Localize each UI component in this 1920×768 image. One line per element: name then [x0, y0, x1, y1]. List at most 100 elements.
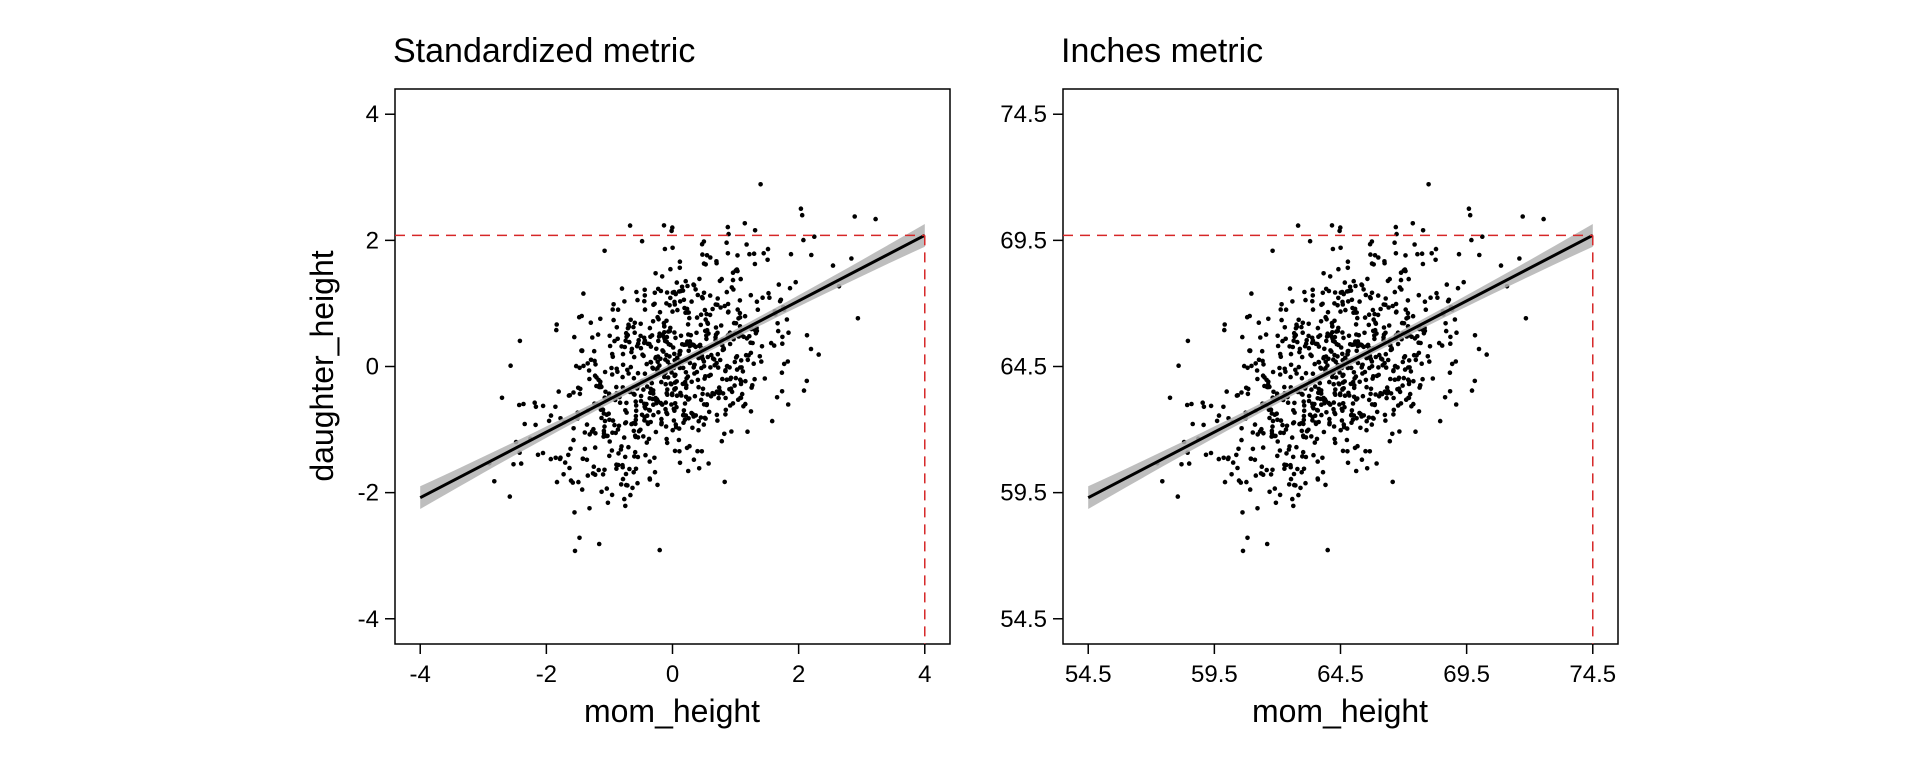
data-point	[1407, 391, 1413, 397]
data-point	[754, 299, 760, 305]
data-point	[724, 289, 730, 295]
data-point	[1355, 343, 1361, 349]
data-point	[1366, 397, 1372, 403]
data-point	[579, 313, 584, 319]
data-point	[1338, 427, 1343, 433]
data-point	[1360, 393, 1366, 399]
data-point	[785, 402, 791, 407]
data-point	[602, 418, 608, 424]
data-point	[1239, 390, 1244, 395]
data-point	[1260, 373, 1266, 379]
data-point	[663, 424, 669, 429]
data-point	[507, 494, 513, 499]
data-point	[735, 307, 740, 312]
data-point	[635, 454, 641, 460]
data-point	[1392, 240, 1397, 245]
data-point	[1374, 461, 1379, 466]
data-point	[1412, 242, 1417, 247]
data-point	[694, 315, 700, 320]
data-point	[1240, 548, 1246, 554]
data-point	[630, 485, 635, 491]
data-point	[1383, 302, 1388, 308]
data-point	[522, 421, 527, 427]
data-point	[641, 434, 646, 439]
data-point	[686, 310, 691, 315]
data-point	[1304, 337, 1309, 343]
chart-title: Standardized metric	[393, 32, 695, 70]
data-point	[678, 348, 683, 354]
data-point	[1364, 418, 1369, 424]
data-point	[570, 480, 576, 485]
data-point	[1349, 297, 1355, 303]
data-point	[675, 307, 680, 313]
data-point	[1332, 334, 1338, 340]
data-point	[1356, 332, 1362, 338]
data-point	[759, 359, 764, 364]
data-point	[751, 361, 756, 367]
data-point	[1329, 223, 1335, 228]
data-point	[725, 224, 731, 230]
data-point	[1250, 430, 1256, 435]
data-point	[801, 237, 806, 243]
data-point	[725, 363, 730, 369]
data-point	[695, 377, 701, 383]
data-point	[633, 466, 639, 472]
data-point	[737, 298, 743, 303]
data-point	[1369, 402, 1375, 407]
data-point	[687, 343, 693, 349]
data-point	[1338, 345, 1344, 350]
data-point	[1340, 351, 1345, 357]
data-point	[580, 456, 586, 462]
data-point	[681, 408, 687, 413]
data-point	[690, 425, 695, 431]
data-point	[1416, 292, 1422, 298]
data-point	[1252, 457, 1258, 463]
data-point	[663, 357, 668, 362]
data-point	[499, 395, 505, 401]
data-point	[655, 366, 660, 371]
data-point	[692, 393, 698, 399]
data-point	[602, 369, 608, 375]
data-point	[623, 471, 629, 477]
data-point	[1283, 427, 1289, 432]
data-point	[699, 365, 704, 371]
data-point	[1336, 266, 1341, 272]
data-point	[1270, 418, 1276, 424]
data-point	[628, 492, 633, 498]
x-tick-label: 2	[792, 661, 805, 688]
data-point	[1236, 446, 1241, 452]
data-point	[1239, 437, 1244, 443]
data-point	[1342, 379, 1347, 384]
data-point	[1200, 400, 1205, 406]
data-point	[691, 457, 697, 463]
data-point	[1332, 290, 1338, 295]
data-point	[1252, 422, 1258, 427]
data-point	[1354, 348, 1359, 354]
data-point	[743, 352, 749, 358]
data-point	[1327, 274, 1333, 279]
data-point	[785, 359, 791, 364]
data-point	[1296, 317, 1301, 323]
data-point	[1282, 462, 1287, 468]
data-point	[1186, 461, 1192, 466]
data-point	[624, 334, 629, 340]
data-point	[1340, 448, 1346, 454]
data-point	[1310, 418, 1315, 423]
data-point	[1175, 494, 1181, 499]
data-point	[663, 381, 668, 387]
data-point	[661, 223, 667, 228]
data-point	[691, 343, 697, 348]
data-point	[662, 324, 667, 329]
data-point	[1224, 389, 1229, 394]
data-point	[679, 393, 684, 398]
data-point	[1306, 333, 1311, 339]
data-point	[719, 276, 724, 282]
x-tick-label: 59.5	[1191, 661, 1238, 688]
data-point	[708, 365, 713, 370]
data-point	[1386, 305, 1391, 310]
data-point	[590, 335, 595, 340]
data-point	[650, 365, 655, 371]
data-point	[1359, 365, 1364, 370]
data-point	[593, 362, 598, 367]
data-point	[1318, 365, 1323, 371]
